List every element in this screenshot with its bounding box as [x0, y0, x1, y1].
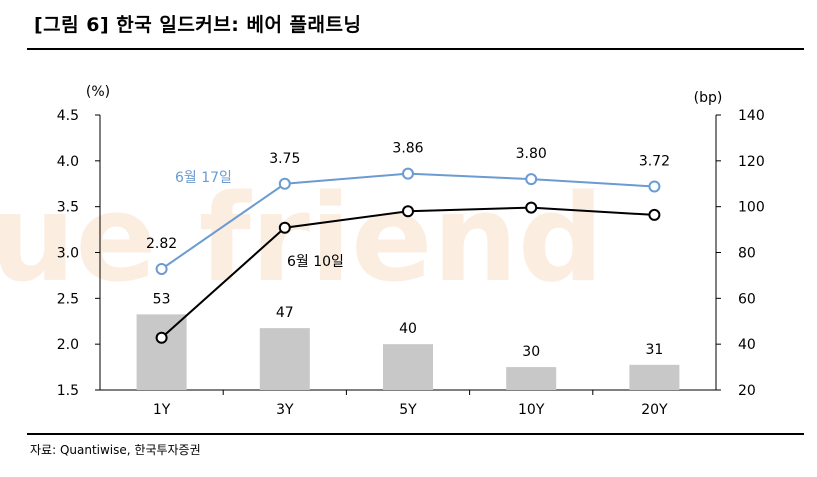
right-tick-label: 20	[738, 383, 756, 399]
jun17-value-label: 2.82	[146, 236, 177, 252]
series-jun17-point	[526, 174, 536, 184]
series-jun17-point	[157, 264, 167, 274]
left-tick-label: 2.5	[57, 291, 79, 307]
source-note: 자료: Quantiwise, 한국투자증권	[30, 441, 201, 458]
series-jun10-point	[157, 333, 167, 343]
series-jun10-point	[526, 203, 536, 213]
left-axis-unit: (%)	[86, 84, 110, 100]
bar-value-label: 40	[399, 321, 417, 337]
x-tick-label: 3Y	[276, 402, 294, 418]
bar-value-label: 53	[153, 291, 171, 307]
x-tick-label: 1Y	[153, 402, 171, 418]
left-tick-label: 3.0	[57, 246, 79, 262]
left-tick-label: 4.5	[57, 108, 79, 124]
bar-value-label: 31	[645, 342, 663, 358]
left-tick-label: 2.0	[57, 337, 79, 353]
jun17-value-label: 3.80	[516, 146, 547, 162]
series-label-jun17: 6월 17일	[175, 170, 232, 186]
right-tick-label: 140	[738, 108, 765, 124]
right-tick-label: 100	[738, 200, 765, 216]
right-tick-label: 40	[738, 337, 756, 353]
bar-value-label: 47	[276, 305, 294, 321]
bar	[383, 344, 433, 390]
series-jun17-point	[403, 169, 413, 179]
series-jun17-point	[649, 182, 659, 192]
bar-value-label: 30	[522, 344, 540, 360]
series-jun17-point	[280, 179, 290, 189]
right-tick-label: 60	[738, 291, 756, 307]
series-jun10-point	[280, 223, 290, 233]
watermark-logo: ue friend	[0, 170, 604, 309]
left-tick-label: 4.0	[57, 154, 79, 170]
jun17-value-label: 3.72	[639, 154, 670, 170]
series-jun10-point	[649, 210, 659, 220]
footer-rule	[27, 433, 804, 435]
bar	[260, 328, 310, 390]
x-tick-label: 10Y	[518, 402, 545, 418]
jun17-value-label: 3.75	[269, 151, 300, 167]
jun17-value-label: 3.86	[392, 141, 423, 157]
left-tick-label: 3.5	[57, 200, 79, 216]
series-jun10-point	[403, 206, 413, 216]
x-tick-label: 5Y	[399, 402, 417, 418]
right-axis-unit: (bp)	[694, 90, 723, 106]
bar	[506, 367, 556, 390]
left-tick-label: 1.5	[57, 383, 79, 399]
bar	[629, 365, 679, 390]
right-tick-label: 80	[738, 246, 756, 262]
right-tick-label: 120	[738, 154, 765, 170]
x-tick-label: 20Y	[641, 402, 668, 418]
series-label-jun10: 6월 10일	[287, 254, 344, 270]
bar	[137, 314, 187, 390]
